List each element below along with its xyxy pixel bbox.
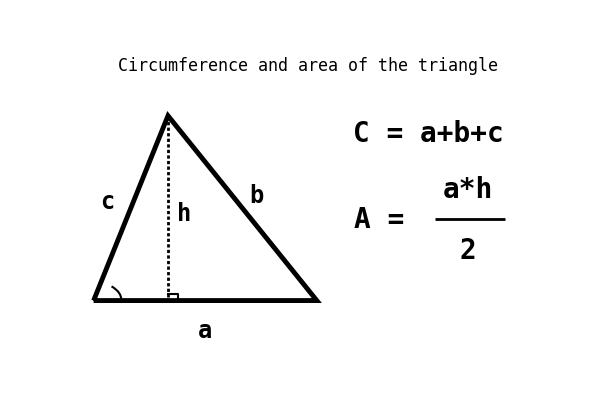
Text: c: c	[100, 190, 115, 214]
Text: b: b	[249, 184, 263, 208]
Text: 2: 2	[460, 237, 476, 265]
Text: a: a	[198, 319, 212, 343]
Text: A =: A =	[355, 206, 404, 234]
Text: h: h	[177, 202, 191, 226]
Text: a*h: a*h	[443, 176, 493, 204]
Text: C = a+b+c: C = a+b+c	[353, 120, 504, 148]
Text: Circumference and area of the triangle: Circumference and area of the triangle	[118, 57, 497, 75]
